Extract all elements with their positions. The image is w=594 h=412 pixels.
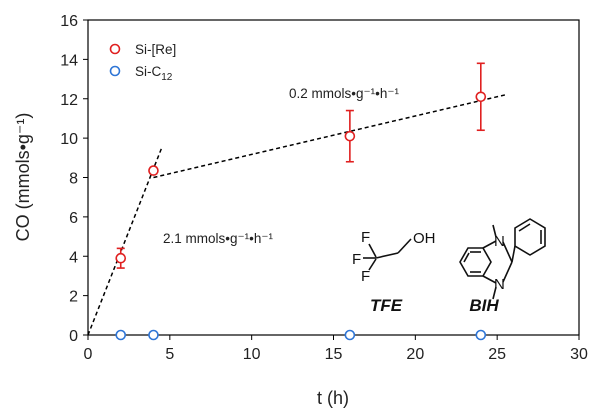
molecule-bih: N N BIH (459, 218, 546, 315)
tfe-atom-f-bottom: F (361, 268, 370, 285)
x-axis-label: t (h) (317, 388, 349, 408)
tfe-atom-f-left: F (352, 251, 361, 268)
plot-area (87, 19, 580, 336)
y-tick-label: 0 (69, 328, 78, 345)
bih-atom-n-bottom: N (494, 276, 505, 293)
data-point (148, 165, 159, 176)
annotation-slope-2: 0.2 mmols•g⁻¹•h⁻¹ (289, 86, 399, 101)
bih-atom-n-top: N (494, 233, 505, 250)
data-point (344, 329, 356, 341)
data-point (475, 329, 487, 341)
y-tick-label: 12 (60, 92, 78, 109)
x-tick-label: 15 (325, 346, 343, 363)
axis-ticks: 0 5 10 15 20 25 30 0 2 4 6 8 10 12 14 16 (60, 13, 588, 363)
tfe-atom-oh: OH (413, 230, 436, 247)
y-tick-label: 8 (69, 171, 78, 188)
data-marks (115, 62, 487, 341)
molecule-tfe: F F F OH TFE (352, 229, 436, 315)
fit-line (153, 94, 506, 179)
fit-line (87, 147, 163, 336)
data-point (148, 329, 159, 341)
x-tick-label: 25 (488, 346, 506, 363)
legend-label-si-c12: Si-C12 (135, 64, 173, 83)
legend-marker-si-c12 (109, 65, 121, 77)
x-tick-label: 0 (84, 346, 93, 363)
bih-label: BIH (469, 296, 499, 315)
y-tick-label: 10 (60, 131, 78, 148)
legend-label-si-re: Si-[Re] (135, 42, 176, 57)
fit-lines (87, 94, 506, 336)
legend-marker-si-re (109, 43, 121, 55)
legend: Si-[Re] Si-C12 (109, 42, 176, 83)
tfe-bonds (363, 238, 412, 271)
bih-bonds (459, 218, 546, 300)
x-tick-label: 5 (165, 346, 174, 363)
annotation-slope-1: 2.1 mmols•g⁻¹•h⁻¹ (163, 231, 273, 246)
tfe-label: TFE (370, 296, 403, 315)
x-tick-label: 10 (243, 346, 261, 363)
x-tick-label: 20 (406, 346, 424, 363)
data-point (115, 252, 127, 264)
data-point (344, 130, 356, 142)
y-tick-label: 16 (60, 13, 78, 30)
data-point (475, 91, 487, 103)
y-tick-label: 4 (69, 249, 78, 266)
y-tick-label: 2 (69, 289, 78, 306)
x-tick-label: 30 (570, 346, 588, 363)
tfe-atom-f-top: F (361, 229, 370, 246)
y-tick-label: 6 (69, 210, 78, 227)
data-point (115, 329, 127, 341)
y-axis-label: CO (mmols•g⁻¹) (13, 113, 33, 242)
y-tick-label: 14 (60, 52, 78, 69)
